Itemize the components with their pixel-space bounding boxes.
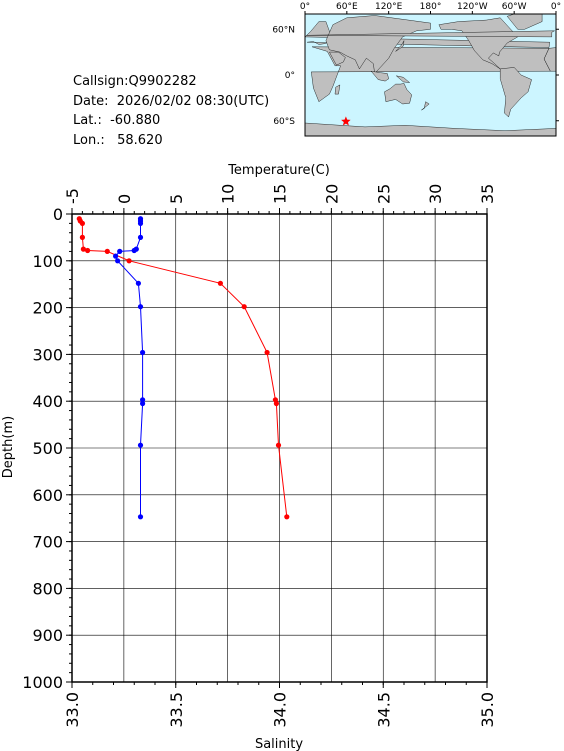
temperature-data-point xyxy=(284,514,290,520)
landmass-indonesia xyxy=(370,70,389,82)
landmass-japan xyxy=(395,40,405,52)
landmass-australia xyxy=(384,83,412,105)
location-map: 0° 60°E 120°E 180° 120°W 60°W 0° 60°N 0° 60°S xyxy=(272,2,561,137)
salinity-data-point xyxy=(137,514,144,520)
landmass-new-zealand xyxy=(421,101,430,111)
map-lat-label: 0° xyxy=(285,71,295,81)
salinity-data-point xyxy=(113,253,119,259)
salinity-data-point xyxy=(137,218,144,224)
salinity-data-point xyxy=(133,246,139,252)
temperature-data-point xyxy=(217,280,223,286)
salinity-tick-label: 33.5 xyxy=(167,692,186,728)
map-lon-label: 60°E xyxy=(336,2,358,12)
salinity-data-point xyxy=(140,397,146,403)
top-axis-label: Temperature(C) xyxy=(227,163,330,178)
temperature-data-point xyxy=(104,248,110,254)
station-info: Callsign:Q9902282 Date: 2026/02/02 08:30… xyxy=(73,72,269,150)
temperature-tick-label: 35 xyxy=(478,184,497,204)
map-lon-label: 0° xyxy=(551,2,561,12)
landmass-south-america xyxy=(500,67,532,118)
landmass-new-guinea xyxy=(395,75,411,83)
chart-series xyxy=(76,216,290,520)
map-lon-label: 120°E xyxy=(375,2,403,12)
temperature-tick-label: 0 xyxy=(115,194,134,204)
temperature-data-point xyxy=(241,304,247,310)
depth-tick-label: 900 xyxy=(32,626,63,645)
salinity-data-point xyxy=(137,216,144,222)
bottom-axis-label: Salinity xyxy=(255,737,303,751)
temperature-data-point xyxy=(126,258,132,264)
latitude-text: Lat.: -60.880 xyxy=(73,113,161,128)
salinity-data-point xyxy=(131,247,137,254)
temperature-data-point xyxy=(77,218,83,224)
salinity-data-point xyxy=(137,304,144,310)
temperature-tick-label: 30 xyxy=(426,184,445,204)
map-labels: 0° 60°E 120°E 180° 120°W 60°W 0° 60°N 0° 60°S xyxy=(272,2,561,127)
temperature-tick-label: 10 xyxy=(219,184,238,204)
landmass-arabia xyxy=(329,51,346,66)
depth-tick-label: 700 xyxy=(32,533,63,552)
landmass-uk xyxy=(306,30,555,38)
temperature-data-point xyxy=(264,349,270,356)
temperature-tick-label: -5 xyxy=(63,188,82,204)
depth-tick-label: 500 xyxy=(32,439,63,458)
temperature-data-point xyxy=(80,246,86,252)
temperature-data-point xyxy=(273,400,279,407)
salinity-profile-line xyxy=(115,218,144,517)
map-lon-label: 0° xyxy=(300,2,310,12)
depth-tick-label: 800 xyxy=(32,579,63,598)
date-text: Date: 2026/02/02 08:30(UTC) xyxy=(73,93,270,109)
chart-grid xyxy=(71,213,488,683)
temperature-data-point xyxy=(79,234,85,240)
callsign-text: Callsign:Q9902282 xyxy=(73,74,197,89)
map-lat-label: 60°S xyxy=(273,117,295,127)
depth-tick-label: 400 xyxy=(32,392,63,411)
salinity-data-point xyxy=(135,280,141,286)
salinity-data-point xyxy=(117,248,123,254)
salinity-data-point xyxy=(137,220,144,226)
salinity-tick-label: 34.5 xyxy=(374,692,393,728)
map-lon-label: 60°W xyxy=(502,2,527,12)
map-lon-label: 180° xyxy=(420,2,442,12)
depth-tick-label: 0 xyxy=(53,205,63,224)
temperature-data-point xyxy=(76,216,82,222)
map-lat-label: 60°N xyxy=(272,25,295,35)
salinity-data-point xyxy=(140,400,146,407)
temperature-data-point xyxy=(275,442,282,448)
salinity-data-point xyxy=(137,234,144,240)
temperature-tick-label: 25 xyxy=(374,184,393,204)
depth-tick-label: 1000 xyxy=(22,673,63,692)
salinity-tick-label: 35.0 xyxy=(478,692,497,728)
salinity-data-point xyxy=(140,349,146,356)
station-marker-star xyxy=(341,116,351,126)
temperature-tick-label: 5 xyxy=(167,194,186,204)
map-lon-label: 120°W xyxy=(457,2,488,12)
depth-tick-label: 200 xyxy=(32,299,63,318)
temperature-data-point xyxy=(85,247,91,254)
salinity-data-point xyxy=(137,442,144,448)
depth-tick-label: 600 xyxy=(32,486,63,505)
map-grid xyxy=(304,11,559,137)
depth-tick-label: 100 xyxy=(32,252,63,271)
temperature-profile-line xyxy=(78,218,288,517)
landmass-madagascar xyxy=(334,84,341,95)
salinity-tick-label: 34.0 xyxy=(271,692,290,728)
plot-frame xyxy=(71,213,488,683)
temperature-tick-label: 15 xyxy=(271,184,290,204)
longitude-text: Lon.: 58.620 xyxy=(73,132,163,148)
temperature-tick-label: 20 xyxy=(322,184,341,204)
landmass-asia xyxy=(325,15,431,74)
y-axis-label: Depth(m) xyxy=(1,416,16,478)
salinity-tick-label: 33.0 xyxy=(63,692,82,728)
map-land xyxy=(304,13,557,137)
temperature-data-point xyxy=(272,397,278,403)
salinity-data-point xyxy=(115,258,121,264)
depth-tick-label: 300 xyxy=(32,345,63,364)
temperature-data-point xyxy=(79,220,85,226)
